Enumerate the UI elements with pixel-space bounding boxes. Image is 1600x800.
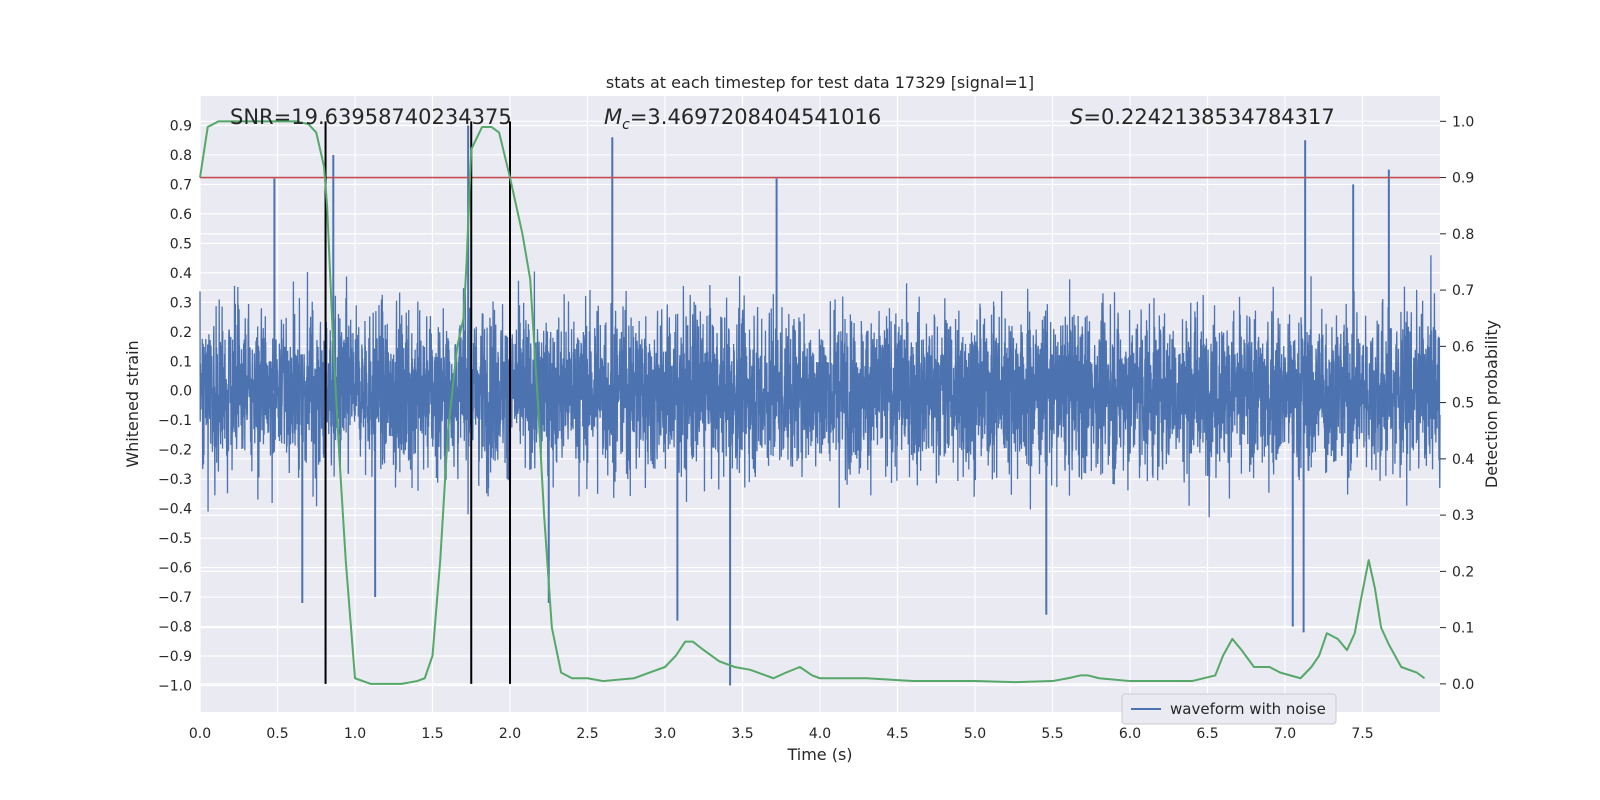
ticks: 0.0 0.5 1.0 1.5 2.0 2.5 3.0 3.5 4.0 4.5 5.0 5.5 6.0 6… (158, 114, 1474, 742)
snr-annotation: SNR=19.63958740234375 (230, 105, 512, 129)
y2-tick-label: 0.0 (1452, 677, 1474, 693)
x-tick-label: 3.0 (654, 726, 676, 742)
probability-line (199, 120, 1426, 685)
y2-axis-title: Detection probability (1482, 320, 1501, 488)
x-tick-label: 0.5 (266, 726, 288, 742)
y-tick-label: −1.0 (158, 678, 192, 694)
mc-annotation: Mc=3.4697208404541016 (604, 105, 881, 133)
y2-tick-label: 0.5 (1452, 396, 1474, 412)
y2-tick-label: 0.6 (1452, 339, 1474, 355)
x-tick-label: 7.5 (1351, 726, 1373, 742)
y-tick-label: −0.9 (158, 649, 192, 665)
s-annotation: S=0.2242138534784317 (1070, 105, 1335, 129)
s-symbol: S (1070, 105, 1083, 129)
y-tick-label: −0.4 (158, 502, 192, 518)
vertical-markers (324, 121, 511, 684)
legend-label: waveform with noise (1170, 700, 1326, 718)
y-tick-label: 0.1 (170, 354, 192, 370)
y-tick-label: −0.8 (158, 620, 192, 636)
y-tick-label: −0.1 (158, 413, 192, 429)
mc-symbol: M (604, 105, 622, 129)
y-tick-label: 0.8 (170, 148, 192, 164)
y2-tick-label: 0.8 (1452, 227, 1474, 243)
y2-tick-label: 0.9 (1452, 171, 1474, 187)
mc-subscript: c (622, 117, 630, 133)
y-tick-label: −0.3 (158, 472, 192, 488)
y2-tick-label: 0.4 (1452, 452, 1474, 468)
legend-box (1121, 693, 1337, 725)
x-tick-label: 2.5 (576, 726, 598, 742)
x-tick-label: 4.0 (809, 726, 831, 742)
y-tick-label: −0.2 (158, 443, 192, 459)
y-axis-title: Whitened strain (123, 340, 142, 467)
y-tick-label: −0.6 (158, 561, 192, 577)
y2-tick-label: 0.1 (1452, 621, 1474, 637)
x-tick-label: 2.0 (499, 726, 521, 742)
chart-title: stats at each timestep for test data 173… (606, 73, 1034, 92)
y-tick-label: 0.4 (170, 266, 192, 282)
probability-layer (199, 120, 1426, 685)
y-tick-label: −0.5 (158, 531, 192, 547)
y-tick-label: 0.0 (170, 384, 192, 400)
x-tick-label: 1.0 (344, 726, 366, 742)
x-tick-label: 0.0 (189, 726, 211, 742)
x-tick-label: 5.0 (964, 726, 986, 742)
y2-tick-label: 0.3 (1452, 508, 1474, 524)
y-tick-label: 0.6 (170, 207, 192, 223)
waveform-series (199, 125, 1441, 686)
s-value: =0.2242138534784317 (1083, 105, 1334, 129)
x-tick-label: 4.5 (886, 726, 908, 742)
x-axis-title: Time (s) (786, 745, 852, 764)
x-tick-label: 3.5 (731, 726, 753, 742)
waveform-line (199, 255, 1441, 518)
legend: waveform with noise (1121, 693, 1337, 725)
x-tick-label: 6.0 (1119, 726, 1141, 742)
x-tick-label: 6.5 (1196, 726, 1218, 742)
y-tick-label: −0.7 (158, 590, 192, 606)
y-tick-label: 0.2 (170, 325, 192, 341)
y2-tick-label: 0.2 (1452, 564, 1474, 580)
mc-value: =3.4697208404541016 (630, 105, 881, 129)
y-tick-label: 0.3 (170, 295, 192, 311)
x-tick-label: 1.5 (421, 726, 443, 742)
y-tick-label: 0.7 (170, 177, 192, 193)
y2-tick-label: 1.0 (1452, 114, 1474, 130)
x-tick-label: 7.0 (1274, 726, 1296, 742)
y2-tick-label: 0.7 (1452, 283, 1474, 299)
y-tick-label: 0.5 (170, 236, 192, 252)
x-tick-label: 5.5 (1041, 726, 1063, 742)
y-tick-label: 0.9 (170, 118, 192, 134)
